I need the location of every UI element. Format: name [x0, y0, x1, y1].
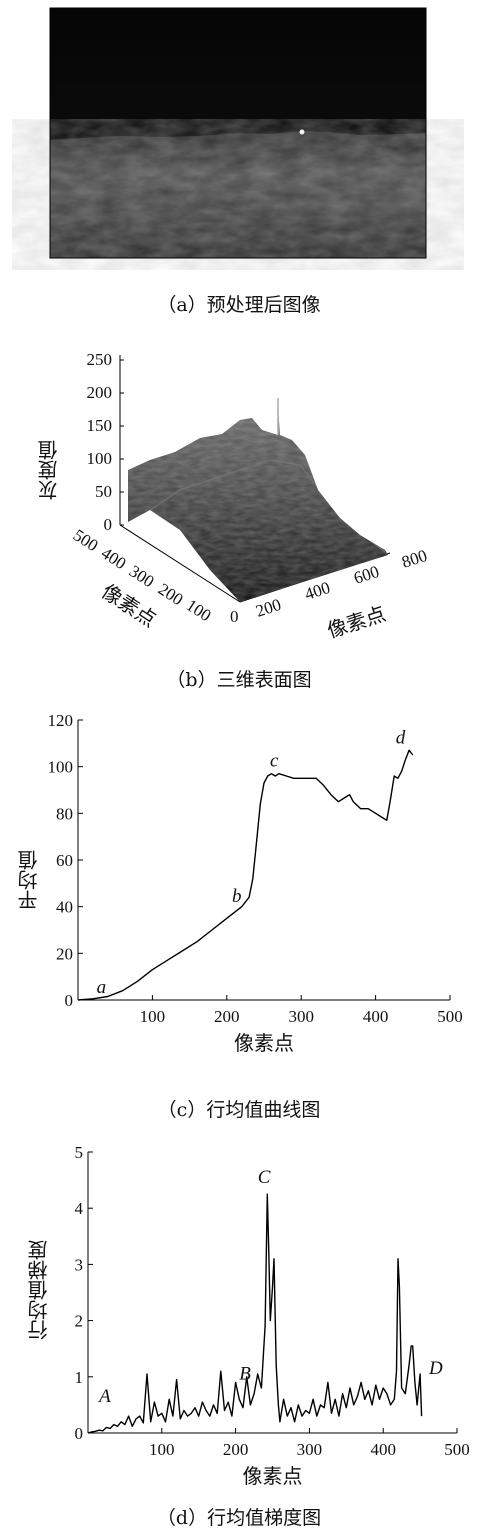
- y-tick-label: 20: [56, 944, 73, 963]
- z-ticks: 0 50 100 150 200 250: [87, 350, 113, 534]
- x-tick-label: 400: [363, 1007, 389, 1026]
- y-tick-label: 120: [48, 711, 74, 730]
- z-tick-100: 100: [87, 449, 113, 468]
- annotation-A: A: [97, 1386, 111, 1407]
- annotation-d: d: [396, 727, 406, 748]
- left-tick-0: 0: [230, 607, 239, 626]
- panel-d: 0 1 2 3 4 5 100 200 300 400 500 A B C D 像素点 行均值梯度 （d）行均…: [0, 1140, 478, 1539]
- z-tick-0: 0: [104, 515, 113, 534]
- panel-a: （a）预处理后图像: [0, 0, 478, 320]
- y-tick-label: 0: [75, 1424, 84, 1443]
- x-tick-label: 200: [223, 1440, 249, 1459]
- y-tick-label: 5: [75, 1143, 84, 1162]
- y-tick-label: 0: [65, 991, 74, 1010]
- caption-b: （b）三维表面图: [166, 669, 312, 691]
- surface-plot: 0 50 100 150 200 250 500 400 300 200 100…: [70, 350, 430, 643]
- gradient-chart: 0 1 2 3 4 5 100 200 300 400 500 A B C D 像素点: [75, 1143, 470, 1488]
- right-tick-600: 600: [351, 562, 381, 588]
- left-tick-500: 500: [70, 525, 102, 555]
- caption-c: （c）行均值曲线图: [157, 1099, 321, 1121]
- z-tick-200: 200: [87, 383, 113, 402]
- left-tick-400: 400: [98, 543, 130, 573]
- annotation-c: c: [270, 751, 279, 772]
- left-tick-300: 300: [126, 561, 158, 591]
- annotation-a: a: [97, 977, 107, 998]
- left-tick-100: 100: [183, 595, 215, 625]
- annotation-C: C: [258, 1167, 271, 1188]
- x-tick-label: 400: [370, 1440, 396, 1459]
- x-axis-label-left: 像素点: [97, 580, 160, 632]
- x-tick-label: 100: [140, 1007, 166, 1026]
- chart-d-ylabel: 行均值梯度: [27, 1240, 51, 1340]
- right-tick-200: 200: [253, 595, 283, 621]
- right-tick-400: 400: [302, 578, 332, 604]
- caption-d: （d）行均值梯度图: [156, 1507, 322, 1529]
- caption-a: （a）预处理后图像: [157, 294, 321, 316]
- y-tick-label: 2: [75, 1312, 84, 1331]
- chart-c-ylabel: 平均值: [17, 850, 41, 910]
- y-tick-label: 60: [56, 851, 73, 870]
- annotation-D: D: [428, 1358, 443, 1379]
- x-tick-label: 200: [214, 1007, 240, 1026]
- x-tick-label: 300: [297, 1440, 323, 1459]
- z-tick-250: 250: [87, 350, 113, 369]
- y-tick-label: 1: [75, 1368, 84, 1387]
- annotation-b: b: [232, 886, 242, 907]
- preprocessed-image: [49, 7, 427, 259]
- x-axis-label: 像素点: [243, 1465, 303, 1488]
- y-axis-label-right: 像素点: [324, 602, 388, 642]
- x-tick-label: 500: [444, 1440, 470, 1459]
- y-tick-label: 80: [56, 804, 73, 823]
- panel-b: 0 50 100 150 200 250 500 400 300 200 100…: [0, 340, 478, 700]
- bright-spot: [299, 129, 305, 135]
- y-tick-label: 3: [75, 1255, 84, 1274]
- annotation-B: B: [239, 1364, 251, 1385]
- z-axis-label: 灰度值: [37, 440, 61, 500]
- mean-curve-chart: 0 20 40 60 80 100 120 100 200 300 400 500 a b c d 像素点: [48, 711, 463, 1055]
- x-tick-label: 500: [437, 1007, 463, 1026]
- x-tick-label: 300: [288, 1007, 314, 1026]
- series-line: [77, 749, 414, 1001]
- z-tick-50: 50: [95, 482, 112, 501]
- y-tick-label: 4: [75, 1199, 84, 1218]
- x-tick-label: 100: [149, 1440, 175, 1459]
- z-tick-150: 150: [87, 416, 113, 435]
- x-axis-label: 像素点: [234, 1032, 294, 1055]
- left-tick-200: 200: [155, 579, 187, 609]
- right-tick-800: 800: [399, 546, 429, 572]
- panel-c: 0 20 40 60 80 100 120 100 200 300 400 500 a b c d 像素点 平均…: [0, 700, 478, 1121]
- y-tick-label: 100: [48, 758, 74, 777]
- series-line: [87, 1193, 423, 1434]
- y-tick-label: 40: [56, 898, 73, 917]
